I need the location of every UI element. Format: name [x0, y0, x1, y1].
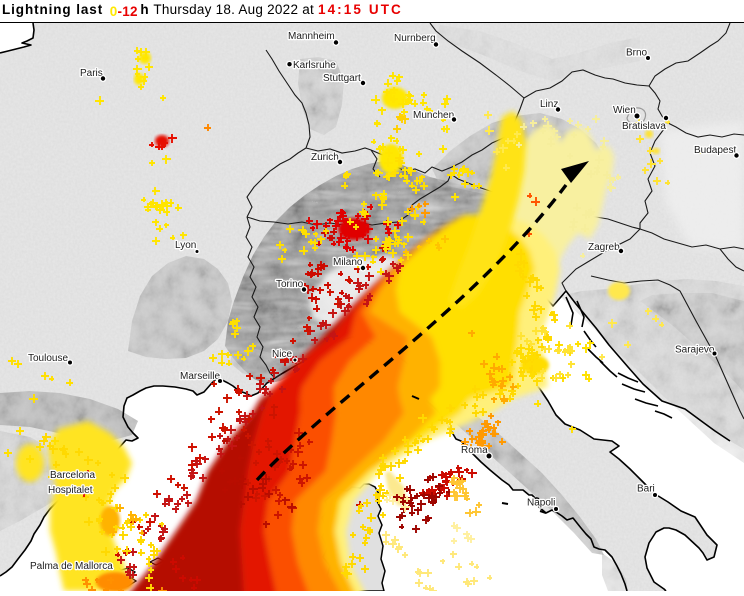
svg-text:Barcelona: Barcelona: [50, 470, 95, 481]
svg-text:Paris: Paris: [80, 68, 103, 79]
svg-text:Stuttgart: Stuttgart: [323, 73, 361, 84]
svg-text:Palma de Mallorca: Palma de Mallorca: [30, 561, 113, 572]
svg-text:Bratislava: Bratislava: [622, 121, 666, 132]
svg-text:Mannheim: Mannheim: [288, 31, 335, 42]
svg-text:Roma: Roma: [461, 445, 488, 456]
svg-text:Nurnberg: Nurnberg: [394, 33, 436, 44]
svg-text:Hospitalet: Hospitalet: [48, 485, 93, 496]
svg-text:Marseille: Marseille: [180, 371, 220, 382]
svg-text:Zagreb: Zagreb: [588, 242, 620, 253]
svg-text:Budapest: Budapest: [694, 145, 736, 156]
svg-text:Napoli: Napoli: [527, 498, 555, 509]
svg-text:Zurich: Zurich: [311, 152, 339, 163]
svg-text:Torino: Torino: [276, 279, 304, 290]
svg-text:Karlsruhe: Karlsruhe: [293, 60, 336, 71]
svg-text:Brno: Brno: [626, 48, 648, 59]
svg-text:Sarajevo: Sarajevo: [675, 345, 715, 356]
svg-text:Bari: Bari: [637, 484, 655, 495]
svg-text:Munchen: Munchen: [413, 110, 454, 121]
svg-text:Nice: Nice: [272, 349, 292, 360]
svg-text:Milano: Milano: [333, 257, 363, 268]
svg-text:Linz: Linz: [540, 99, 558, 110]
svg-text:Wien: Wien: [613, 105, 636, 116]
svg-text:Toulouse: Toulouse: [28, 353, 68, 364]
svg-text:Lyon: Lyon: [175, 240, 196, 251]
